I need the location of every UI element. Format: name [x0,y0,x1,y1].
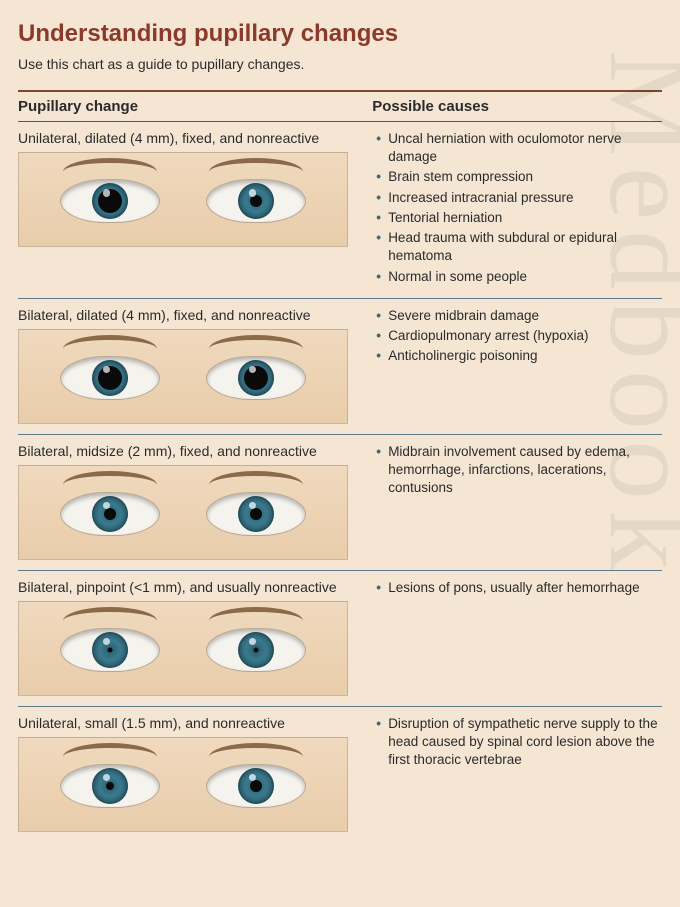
header-right: Possible causes [372,98,662,115]
row-left: Bilateral, midsize (2 mm), fixed, and no… [18,443,372,560]
header-left: Pupillary change [18,98,372,115]
eye-illustration [201,349,311,404]
eye-illustration [55,172,165,227]
eyes-box [18,152,348,247]
table-row: Unilateral, dilated (4 mm), fixed, and n… [18,122,662,299]
cause-item: Cardiopulmonary arrest (hypoxia) [376,327,662,345]
rule-thick [18,90,662,92]
cause-item: Tentorial herniation [376,209,662,227]
eye-illustration [55,349,165,404]
page-subtitle: Use this chart as a guide to pupillary c… [18,56,662,72]
change-label: Bilateral, pinpoint (<1 mm), and usually… [18,579,372,595]
eyes-box [18,329,348,424]
row-left: Bilateral, pinpoint (<1 mm), and usually… [18,579,372,696]
change-label: Unilateral, dilated (4 mm), fixed, and n… [18,130,372,146]
row-left: Unilateral, small (1.5 mm), and nonreact… [18,715,372,832]
cause-item: Midbrain involvement caused by edema, he… [376,443,662,498]
cause-item: Disruption of sympathetic nerve supply t… [376,715,662,770]
page-title: Understanding pupillary changes [18,20,662,48]
eye-illustration [201,172,311,227]
causes-cell: Uncal herniation with oculomotor nerve d… [372,130,662,288]
causes-cell: Midbrain involvement caused by edema, he… [372,443,662,560]
cause-item: Anticholinergic poisoning [376,347,662,365]
column-headers: Pupillary change Possible causes [18,98,662,115]
page: Understanding pupillary changes Use this… [0,0,680,862]
cause-item: Increased intracranial pressure [376,189,662,207]
change-label: Unilateral, small (1.5 mm), and nonreact… [18,715,372,731]
row-left: Unilateral, dilated (4 mm), fixed, and n… [18,130,372,288]
causes-cell: Severe midbrain damage Cardiopulmonary ar… [372,307,662,424]
causes-cell: Disruption of sympathetic nerve supply t… [372,715,662,832]
change-label: Bilateral, dilated (4 mm), fixed, and no… [18,307,372,323]
eyes-box [18,465,348,560]
cause-item: Lesions of pons, usually after hemorrhag… [376,579,662,597]
eye-illustration [201,485,311,540]
table-row: Bilateral, dilated (4 mm), fixed, and no… [18,299,662,435]
table-row: Bilateral, pinpoint (<1 mm), and usually… [18,571,662,707]
eye-illustration [55,757,165,812]
table-row: Unilateral, small (1.5 mm), and nonreact… [18,707,662,842]
causes-cell: Lesions of pons, usually after hemorrhag… [372,579,662,696]
eye-illustration [201,621,311,676]
rows-container: Unilateral, dilated (4 mm), fixed, and n… [18,122,662,842]
cause-item: Uncal herniation with oculomotor nerve d… [376,130,662,166]
table-row: Bilateral, midsize (2 mm), fixed, and no… [18,435,662,571]
cause-item: Normal in some people [376,268,662,286]
eyes-box [18,601,348,696]
row-left: Bilateral, dilated (4 mm), fixed, and no… [18,307,372,424]
cause-item: Head trauma with subdural or epidural he… [376,229,662,265]
eyes-box [18,737,348,832]
eye-illustration [55,621,165,676]
cause-item: Brain stem compression [376,168,662,186]
eye-illustration [55,485,165,540]
eye-illustration [201,757,311,812]
cause-item: Severe midbrain damage [376,307,662,325]
change-label: Bilateral, midsize (2 mm), fixed, and no… [18,443,372,459]
